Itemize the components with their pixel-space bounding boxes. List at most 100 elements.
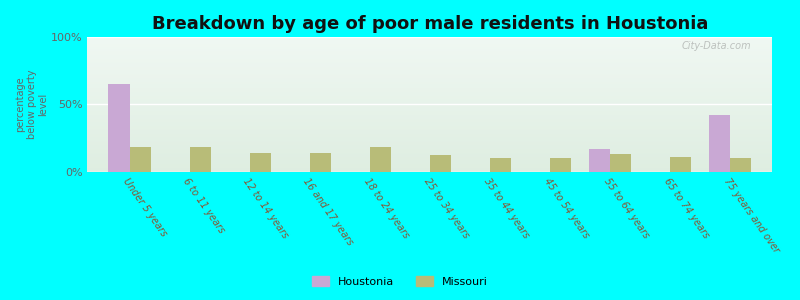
Bar — [87, 70, 772, 71]
Bar — [730, 158, 751, 172]
Bar — [87, 40, 772, 41]
Bar — [87, 84, 772, 86]
Bar — [87, 92, 772, 94]
Bar — [87, 147, 772, 149]
Bar — [550, 158, 571, 172]
Bar — [87, 123, 772, 124]
Bar — [87, 145, 772, 146]
Bar — [87, 78, 772, 79]
Bar — [87, 80, 772, 82]
Bar — [87, 96, 772, 98]
Bar — [87, 100, 772, 102]
Bar — [87, 90, 772, 91]
Bar — [87, 55, 772, 56]
Bar — [250, 153, 270, 172]
Bar — [87, 134, 772, 135]
Title: Breakdown by age of poor male residents in Houstonia: Breakdown by age of poor male residents … — [151, 15, 708, 33]
Bar — [87, 158, 772, 160]
Bar — [87, 72, 772, 74]
Bar — [87, 150, 772, 152]
Bar — [87, 37, 772, 39]
Bar — [370, 147, 390, 172]
Bar — [87, 94, 772, 95]
Bar — [87, 152, 772, 153]
Bar — [87, 161, 772, 162]
Bar — [87, 48, 772, 50]
Bar — [87, 138, 772, 140]
Bar — [87, 153, 772, 154]
Bar — [87, 50, 772, 51]
Bar — [87, 60, 772, 62]
Bar — [87, 63, 772, 64]
Bar — [87, 99, 772, 100]
Bar — [87, 91, 772, 92]
Bar — [87, 164, 772, 165]
Bar — [87, 162, 772, 164]
Bar — [87, 87, 772, 88]
Bar — [87, 82, 772, 83]
Bar — [87, 111, 772, 112]
Bar — [87, 140, 772, 141]
Bar — [310, 153, 330, 172]
Bar — [87, 115, 772, 117]
Bar — [87, 157, 772, 158]
Bar — [589, 149, 610, 172]
Bar — [87, 121, 772, 122]
Bar — [87, 168, 772, 169]
Bar — [87, 71, 772, 72]
Bar — [87, 76, 772, 78]
Bar — [87, 149, 772, 150]
Bar — [87, 56, 772, 58]
Text: City-Data.com: City-Data.com — [682, 41, 751, 51]
Bar — [87, 106, 772, 107]
Bar — [87, 154, 772, 155]
Bar — [87, 86, 772, 87]
Bar — [87, 51, 772, 52]
Bar — [87, 98, 772, 99]
Bar — [87, 119, 772, 121]
Bar — [87, 58, 772, 59]
Bar — [87, 135, 772, 137]
Bar — [87, 64, 772, 65]
Bar — [87, 124, 772, 126]
Bar — [87, 141, 772, 142]
Bar — [87, 47, 772, 48]
Bar — [87, 133, 772, 134]
Bar — [87, 170, 772, 172]
Bar — [87, 130, 772, 131]
Bar — [87, 114, 772, 115]
Bar — [709, 115, 730, 172]
Bar — [87, 137, 772, 138]
Bar — [87, 41, 772, 43]
Bar — [87, 146, 772, 147]
Bar — [87, 61, 772, 63]
Bar — [87, 107, 772, 109]
Bar — [87, 160, 772, 161]
Bar — [87, 169, 772, 170]
Bar — [87, 155, 772, 157]
Bar — [670, 157, 691, 172]
Bar — [87, 65, 772, 67]
Bar — [130, 147, 150, 172]
Bar — [87, 142, 772, 143]
Bar — [87, 67, 772, 68]
Bar — [87, 79, 772, 80]
Bar — [87, 109, 772, 110]
Bar — [87, 44, 772, 45]
Bar — [87, 129, 772, 130]
Bar — [87, 126, 772, 127]
Bar — [87, 104, 772, 106]
Bar — [87, 39, 772, 40]
Bar — [87, 75, 772, 76]
Bar — [87, 118, 772, 119]
Bar — [87, 52, 772, 53]
Bar — [87, 165, 772, 166]
Bar — [87, 127, 772, 129]
Bar — [87, 112, 772, 114]
Bar — [87, 95, 772, 96]
Bar — [430, 155, 450, 172]
Bar — [87, 43, 772, 44]
Bar — [87, 45, 772, 47]
Bar — [87, 68, 772, 70]
Bar — [87, 53, 772, 55]
